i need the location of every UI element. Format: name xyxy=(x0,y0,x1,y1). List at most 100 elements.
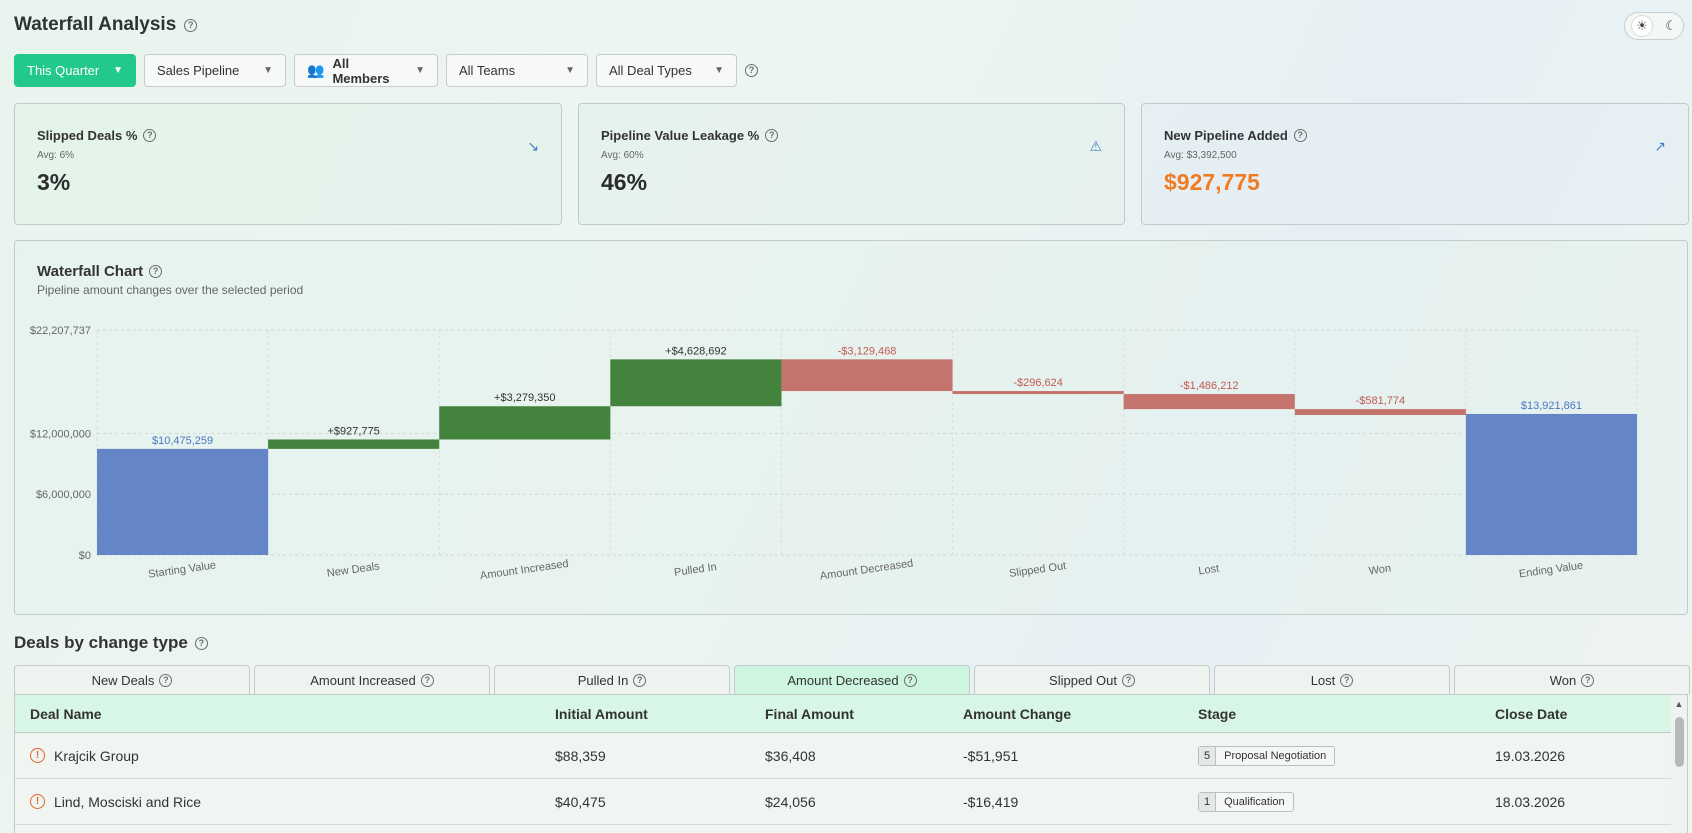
tab-label: Lost xyxy=(1310,673,1336,688)
scrollbar-thumb[interactable] xyxy=(1675,717,1684,767)
tab-lost[interactable]: Lost? xyxy=(1214,665,1450,695)
teams-filter[interactable]: All Teams ▼ xyxy=(446,54,588,87)
data-label: -$3,129,468 xyxy=(838,345,897,357)
moon-icon[interactable]: ☾ xyxy=(1665,18,1677,33)
tab-amount-increased[interactable]: Amount Increased? xyxy=(254,665,490,695)
deal-name[interactable]: Krajcik Group xyxy=(54,747,139,764)
x-tick-label: Ending Value xyxy=(1518,560,1584,581)
help-icon[interactable]: ? xyxy=(1581,674,1595,687)
table-scrollbar[interactable]: ▲ xyxy=(1671,695,1687,833)
help-icon[interactable]: ? xyxy=(903,674,917,687)
waterfall-bar xyxy=(439,406,611,440)
kpi-row: Slipped Deals %? Avg: 6% 3% ↘ Pipeline V… xyxy=(14,103,1689,225)
waterfall-bar xyxy=(1465,413,1637,555)
help-icon[interactable]: ? xyxy=(420,674,434,687)
deals-section-title: Deals by change type ? xyxy=(14,633,208,653)
waterfall-bar xyxy=(97,448,269,555)
members-filter[interactable]: 👥 All Members ▼ xyxy=(294,54,438,87)
x-tick-label: Amount Decreased xyxy=(819,558,914,583)
help-icon[interactable]: ? xyxy=(1293,129,1307,142)
data-label: -$581,774 xyxy=(1356,395,1406,407)
teams-filter-label: All Teams xyxy=(459,63,516,78)
data-label: -$1,486,212 xyxy=(1180,380,1239,392)
table-header: Deal Name Initial Amount Final Amount Am… xyxy=(15,695,1687,733)
amount-change: -$51,951 xyxy=(963,747,1019,764)
help-icon[interactable]: ? xyxy=(1340,674,1354,687)
column-header-initial-amount[interactable]: Initial Amount xyxy=(555,705,648,722)
table-row[interactable]: ! Lind, Mosciski and Rice $40,475 $24,056… xyxy=(15,779,1687,825)
deal-name[interactable]: Lind, Mosciski and Rice xyxy=(54,793,202,810)
stage-name: Proposal Negotiation xyxy=(1224,749,1327,762)
column-header-close-date[interactable]: Close Date xyxy=(1495,705,1568,722)
close-date: 18.03.2026 xyxy=(1495,793,1566,810)
pipeline-filter-label: Sales Pipeline xyxy=(157,63,240,78)
amount-change: -$16,419 xyxy=(963,793,1019,810)
waterfall-bar xyxy=(952,391,1124,395)
waterfall-bar xyxy=(1123,394,1295,410)
data-label: +$927,775 xyxy=(328,425,380,437)
tab-label: Won xyxy=(1549,673,1577,688)
column-header-final-amount[interactable]: Final Amount xyxy=(765,705,854,722)
tab-pulled-in[interactable]: Pulled In? xyxy=(494,665,730,695)
members-filter-label: All Members xyxy=(332,55,390,86)
kpi-card-pipeline-leakage: Pipeline Value Leakage %? Avg: 60% 46% ⚠ xyxy=(578,103,1125,225)
scroll-up-icon[interactable]: ▲ xyxy=(1674,699,1684,709)
period-filter-label: This Quarter xyxy=(27,63,100,78)
final-amount: $24,056 xyxy=(765,793,816,810)
help-icon[interactable]: ? xyxy=(765,129,779,142)
help-icon[interactable]: ? xyxy=(633,674,647,687)
tab-label: Slipped Out xyxy=(1049,673,1117,688)
pipeline-filter[interactable]: Sales Pipeline ▼ xyxy=(144,54,286,87)
theme-toggle[interactable]: ☀ ☾ xyxy=(1624,12,1684,40)
column-header-stage[interactable]: Stage xyxy=(1198,705,1237,722)
kpi-title-text: Pipeline Value Leakage % xyxy=(601,128,760,143)
column-header-deal-name[interactable]: Deal Name xyxy=(30,705,102,722)
initial-amount: $40,475 xyxy=(555,793,606,810)
page-header: Waterfall Analysis ? xyxy=(14,14,198,36)
kpi-title-text: Slipped Deals % xyxy=(37,128,138,143)
alert-circle-icon: ! xyxy=(30,748,45,763)
chevron-down-icon: ▼ xyxy=(714,65,724,76)
help-icon[interactable]: ? xyxy=(143,129,157,142)
y-tick-label: $22,207,737 xyxy=(30,325,91,337)
stage-name: Qualification xyxy=(1224,795,1285,808)
tab-won[interactable]: Won? xyxy=(1454,665,1690,695)
tab-label: New Deals xyxy=(91,673,155,688)
chart-title: Waterfall Chart? xyxy=(37,263,163,280)
sun-icon[interactable]: ☀ xyxy=(1631,15,1654,37)
kpi-card-slipped-deals: Slipped Deals %? Avg: 6% 3% ↘ xyxy=(14,103,562,225)
data-label: -$296,624 xyxy=(1013,377,1063,389)
stage-badge: 1 Qualification xyxy=(1198,791,1294,812)
tab-new-deals[interactable]: New Deals? xyxy=(14,665,250,695)
kpi-value: $927,775 xyxy=(1164,169,1260,195)
stage-number: 5 xyxy=(1199,746,1217,765)
chevron-down-icon: ▼ xyxy=(263,65,273,76)
kpi-card-new-pipeline: New Pipeline Added? Avg: $3,392,500 $927… xyxy=(1141,103,1689,225)
x-tick-label: Slipped Out xyxy=(1008,560,1067,580)
kpi-avg: Avg: $3,392,500 xyxy=(1164,150,1237,161)
waterfall-bar xyxy=(1294,409,1466,416)
alert-circle-icon: ! xyxy=(30,794,45,809)
help-icon[interactable]: ? xyxy=(159,674,173,687)
help-icon[interactable]: ? xyxy=(184,18,198,32)
deal-types-filter[interactable]: All Deal Types ▼ xyxy=(596,54,737,87)
chevron-down-icon: ▼ xyxy=(565,65,575,76)
tab-amount-decreased[interactable]: Amount Decreased? xyxy=(734,665,970,695)
tab-slipped-out[interactable]: Slipped Out? xyxy=(974,665,1210,695)
data-label: +$3,279,350 xyxy=(494,392,555,404)
help-icon[interactable]: ? xyxy=(194,636,208,650)
close-date: 19.03.2026 xyxy=(1495,747,1566,764)
help-icon[interactable]: ? xyxy=(745,64,758,77)
waterfall-bar xyxy=(781,359,953,392)
table-row[interactable]: ! Krajcik Group $88,359 $36,408 -$51,951 … xyxy=(15,733,1687,779)
help-icon[interactable]: ? xyxy=(1121,674,1135,687)
kpi-avg: Avg: 6% xyxy=(37,150,75,161)
warning-triangle-icon: ⚠ xyxy=(1089,138,1102,154)
y-tick-label: $0 xyxy=(79,550,91,562)
column-header-amount-change[interactable]: Amount Change xyxy=(963,705,1072,722)
data-label: +$4,628,692 xyxy=(665,345,726,357)
help-icon[interactable]: ? xyxy=(149,265,163,278)
x-tick-label: Won xyxy=(1368,563,1392,578)
period-filter[interactable]: This Quarter ▼ xyxy=(14,54,136,87)
kpi-title: New Pipeline Added? xyxy=(1164,128,1666,143)
